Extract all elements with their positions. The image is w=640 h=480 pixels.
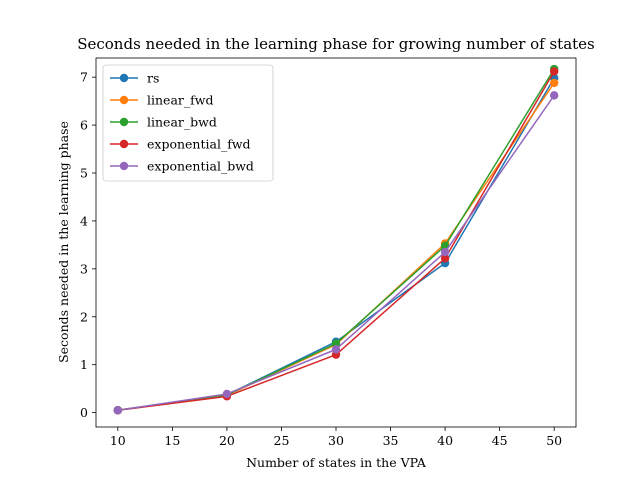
legend-label: exponential_bwd	[147, 159, 254, 174]
x-tick-label: 35	[383, 433, 399, 448]
legend-entry: rs	[110, 71, 159, 86]
legend-entry: linear_bwd	[110, 115, 217, 130]
data-point	[113, 406, 123, 415]
data-point	[440, 254, 450, 263]
legend-box	[102, 64, 274, 182]
data-point	[549, 91, 559, 100]
legend-label: linear_fwd	[147, 93, 213, 108]
legend-label: rs	[147, 71, 159, 86]
legend-label: exponential_fwd	[147, 137, 251, 152]
y-axis-label: Seconds needed in the learning phase	[56, 121, 71, 363]
legend-swatch-marker	[119, 73, 129, 83]
legend-swatch-marker	[119, 95, 129, 105]
data-point	[331, 339, 341, 348]
x-tick-label: 45	[492, 433, 508, 448]
legend-entry: exponential_fwd	[110, 137, 251, 152]
y-tick-label: 4	[80, 213, 88, 228]
y-tick-label: 0	[80, 405, 88, 420]
legend-label: linear_bwd	[147, 115, 217, 130]
x-tick-label: 25	[274, 433, 290, 448]
series-exponential-bwd	[113, 91, 559, 415]
legend: rs linear_fwd linear_bwd exponential_fwdexp…	[102, 64, 274, 182]
y-tick-label: 2	[80, 309, 88, 324]
data-point	[549, 78, 559, 88]
y-tick-label: 7	[80, 70, 88, 85]
x-tick-label: 15	[164, 433, 180, 448]
legend-swatch-marker	[119, 161, 129, 171]
y-tick-label: 3	[80, 261, 88, 276]
data-point	[331, 345, 341, 354]
chart-title: Seconds needed in the learning phase for…	[77, 35, 595, 53]
x-axis: 10 15 20 25 30 35 40 45 50	[110, 427, 562, 448]
series-layer	[113, 64, 559, 415]
x-tick-label: 40	[437, 433, 453, 448]
y-tick-label: 6	[80, 118, 88, 133]
legend-entry: exponential_bwd	[110, 159, 254, 174]
data-point	[549, 67, 559, 76]
x-axis-label: Number of states in the VPA	[246, 455, 427, 470]
legend-entry: linear_fwd	[110, 93, 213, 108]
x-tick-label: 10	[110, 433, 126, 448]
data-point	[440, 247, 450, 257]
data-point	[222, 389, 232, 399]
legend-swatch-marker	[119, 139, 129, 149]
x-tick-label: 30	[328, 433, 344, 448]
x-tick-label: 50	[546, 433, 562, 448]
y-axis: 0 1 2 3 4 5 6 7	[80, 70, 96, 420]
legend-swatch-marker	[119, 117, 129, 127]
y-tick-label: 5	[80, 166, 88, 181]
x-tick-label: 20	[219, 433, 235, 448]
y-tick-label: 1	[80, 357, 88, 372]
